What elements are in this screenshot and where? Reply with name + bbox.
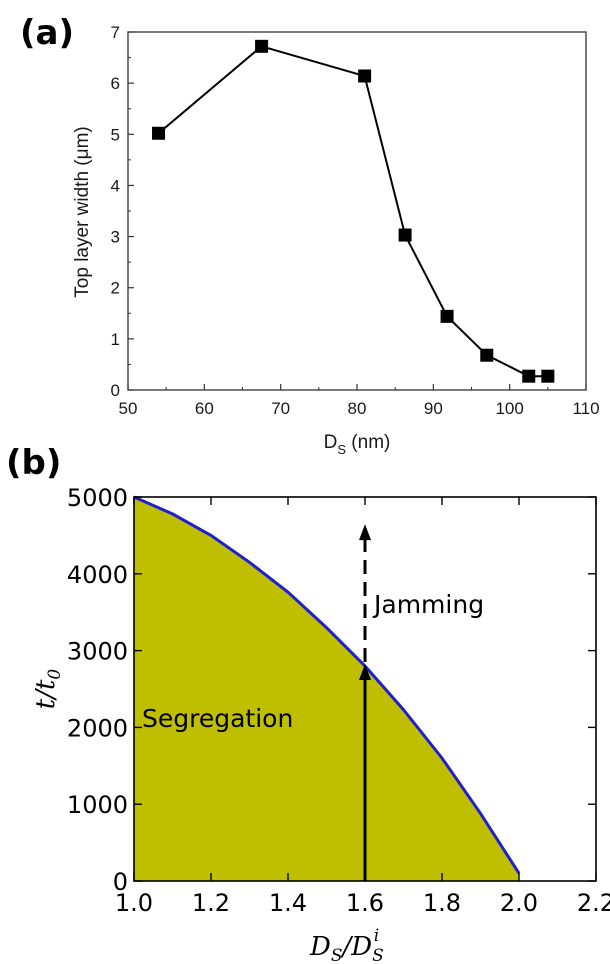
panel-a: (a) 50 60 70 80 90 100 110 0 1 2 3 4 5 6 7 Top layer w…: [20, 13, 600, 457]
panel-a-marker: [255, 39, 269, 53]
panel-b-xtick-label: 1.0: [115, 889, 153, 917]
panel-a-marker: [358, 69, 372, 83]
panel-a-marker: [152, 126, 166, 140]
panel-a-marker: [541, 369, 555, 383]
panel-a-series: [152, 39, 555, 383]
panel-a-ylabel: Top layer width (μm): [72, 126, 93, 297]
panel-a-xtick-label: 90: [424, 399, 443, 418]
panel-b-xtick-label: 2.2: [577, 889, 610, 917]
panel-a-xlabel: DS (nm): [324, 432, 391, 457]
panel-b: (b) 1.0 1.2 1.4 1.6 1.8 2.0 2.2 0 1000 2000 3000 40…: [6, 443, 610, 964]
panel-a-xtick-label: 100: [495, 399, 523, 418]
panel-a-ytick-label: 1: [111, 330, 120, 349]
panel-a-line: [157, 45, 548, 378]
panel-a-ytick-label: 7: [111, 23, 120, 42]
panel-a-ticks: 50 60 70 80 90 100 110 0 1 2 3 4 5 6 7: [111, 23, 600, 418]
panel-b-ylabel-sub: 0: [45, 669, 65, 680]
arrow: [359, 524, 371, 881]
panel-a-xtick-label: 60: [195, 399, 214, 418]
panel-a-label: (a): [20, 13, 74, 53]
panel-a-xtick-label: 50: [119, 399, 138, 418]
panel-a-marker: [480, 348, 494, 362]
panel-b-xtick-label: 1.4: [269, 889, 307, 917]
segregation-area: [134, 497, 519, 881]
panel-b-ticks: 1.0 1.2 1.4 1.6 1.8 2.0 2.2 0 1000 2000 3000 4000 50…: [67, 484, 610, 917]
arrow-solid-head: [359, 663, 371, 680]
panel-b-ytick-label: 0: [113, 868, 128, 896]
panel-b-ylabel: t/t0: [31, 669, 65, 710]
panel-b-xlabel: DS/DSi: [309, 926, 384, 964]
panel-a-axes-frame: [127, 31, 587, 391]
jamming-label: Jamming: [372, 590, 484, 619]
panel-b-xtick-label: 1.2: [192, 889, 230, 917]
panel-b-ytick-label: 5000: [67, 484, 128, 512]
panel-b-label: (b): [6, 443, 61, 483]
panel-a-xtick-label: 80: [348, 399, 367, 418]
segregation-label: Segregation: [142, 704, 293, 733]
panel-a-ytick-label: 6: [111, 74, 120, 93]
panel-a-ytick-label: 2: [111, 279, 120, 298]
panel-a-xtick-label: 110: [572, 399, 599, 418]
panel-b-ytick-label: 4000: [67, 561, 128, 589]
panel-b-ytick-label: 1000: [67, 791, 128, 819]
panel-a-xlabel-main: D: [324, 432, 338, 453]
panel-a-marker: [522, 369, 536, 383]
panel-a-marker: [440, 309, 454, 323]
panel-a-ytick-label: 0: [111, 381, 120, 400]
panel-a-xtick-label: 70: [271, 399, 290, 418]
panel-b-xtick-label: 1.8: [423, 889, 461, 917]
panel-a-marker: [398, 228, 412, 242]
panel-b-ytick-label: 3000: [67, 638, 128, 666]
arrow-dashed-head: [359, 524, 371, 541]
panel-a-ytick-label: 5: [111, 125, 120, 144]
panel-a-ytick-label: 4: [111, 176, 120, 195]
panel-a-xlabel-unit: (nm): [346, 432, 390, 453]
panel-a-ytick-label: 3: [111, 228, 120, 247]
panel-a-xlabel-sub: S: [337, 442, 346, 457]
boundary-curve: [133, 495, 521, 875]
panel-b-xtick-label: 1.6: [346, 889, 384, 917]
panel-b-xtick-label: 2.0: [500, 889, 538, 917]
panel-b-ytick-label: 2000: [67, 714, 128, 742]
